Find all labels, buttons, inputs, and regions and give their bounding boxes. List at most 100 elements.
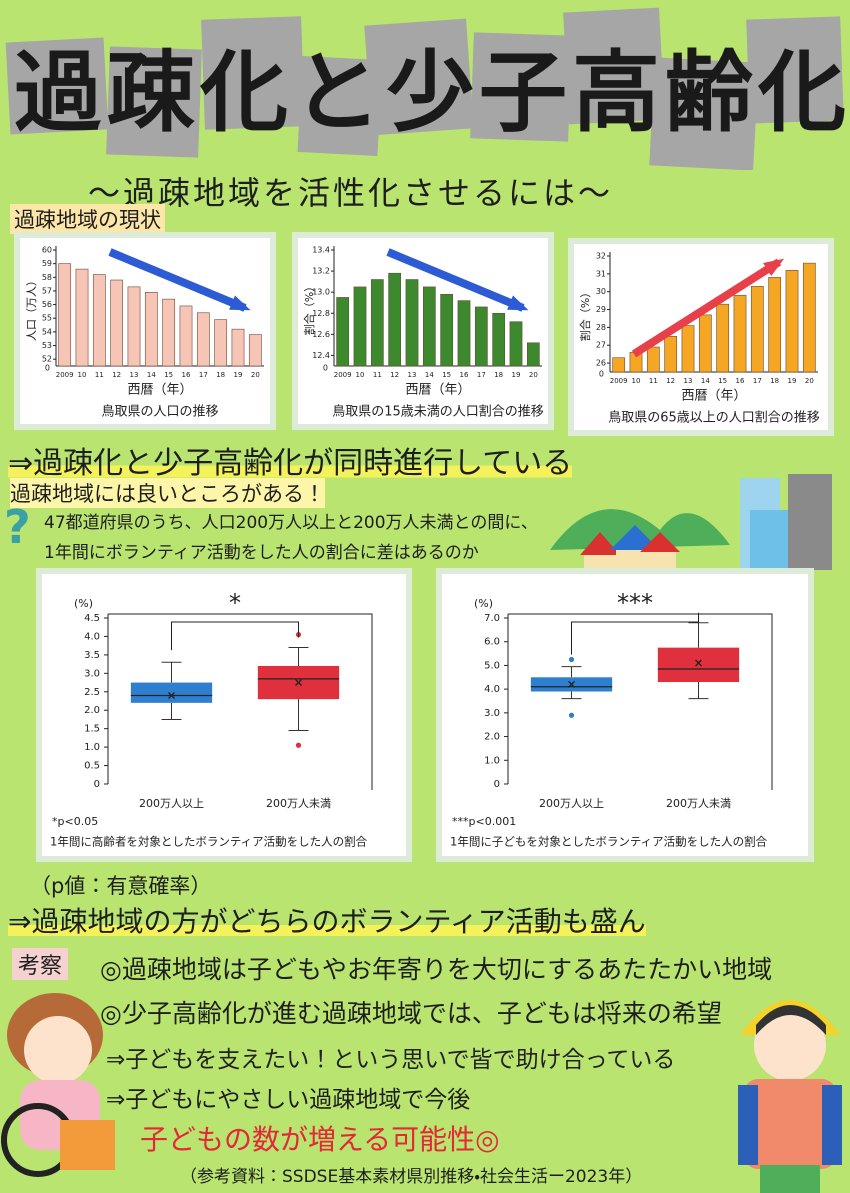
trend-arrowhead: [763, 258, 785, 276]
village-illustration: [550, 474, 832, 572]
x-tick-label: 14: [701, 377, 710, 385]
x-tick-label: 19: [512, 371, 521, 379]
discussion-line: ⇒子どもを支えたい！という思いで皆で助け合っている: [106, 1047, 676, 1073]
x-tick-label: 16: [182, 371, 191, 379]
y-tick-label: 3.0: [484, 708, 500, 719]
y-axis-label: 人口（万人）: [25, 275, 38, 341]
bar: [474, 306, 488, 367]
y-tick-label: 2.0: [484, 732, 500, 743]
bar: [214, 319, 228, 367]
y-tick-label: 5.0: [484, 660, 500, 671]
x-tick-label: 15: [718, 377, 727, 385]
chart-caption: 鳥取県の65歳以上の人口割合の推移: [608, 411, 820, 426]
x-tick-label: 17: [199, 371, 208, 379]
significance-bracket: [571, 612, 699, 655]
x-tick-label: 11: [95, 371, 104, 379]
x-tick-label: 10: [78, 371, 87, 379]
trend-arrow: [108, 248, 247, 312]
x-tick-label: 19: [788, 377, 797, 385]
chart-caption: 1年間に子どもを対象としたボランティア活動をした人の割合: [450, 835, 768, 849]
box-chart: (%) 0 0.5 1.0 1.5 2.0 2.5 3.0 3.5 4.0 4.5 200万人以上 20…: [50, 589, 373, 849]
poster-title: 過疎化と少子高齢化: [14, 41, 850, 144]
x-tick-label: 200万人以上: [539, 797, 604, 810]
y-tick-label: 26: [596, 359, 606, 368]
x-tick-label: 200万人未満: [666, 797, 731, 810]
x-tick-label: 12: [390, 371, 399, 379]
chart-caption: 鳥取県の人口の推移: [101, 405, 218, 420]
bar: [58, 263, 72, 367]
y-tick-label: 0: [94, 779, 100, 790]
y-tick-label: 58: [42, 273, 52, 282]
y-tick-label: 1.0: [484, 755, 500, 766]
bar: [388, 272, 402, 367]
x-tick-label: 2009: [56, 371, 74, 379]
bar: [768, 277, 782, 373]
x-tick-label: 18: [494, 371, 503, 379]
note: （p値：有意確率）: [30, 874, 212, 898]
bar: [664, 336, 678, 373]
discussion-line: ◎少子高齢化が進む過疎地域では、子どもは将来の希望: [100, 999, 722, 1028]
y-tick-label: 29: [596, 305, 606, 314]
y-tick-label: 28: [596, 323, 606, 332]
x-tick-label: 13: [130, 371, 139, 379]
conclusion: ⇒過疎化と少子高齢化が同時進行している: [8, 438, 573, 482]
x-tick-label: 200万人未満: [266, 797, 331, 810]
x-tick-label: 12: [112, 371, 121, 379]
x-tick-label: 13: [408, 371, 417, 379]
y-tick-label: 27: [596, 341, 606, 350]
y-tick-label: 4.5: [84, 613, 100, 624]
y-tick-label: 0.5: [84, 761, 100, 772]
x-tick-label: 11: [373, 371, 382, 379]
y-tick-label: 32: [596, 252, 606, 261]
bar: [92, 274, 106, 367]
y-tick-label: 1.5: [84, 724, 100, 735]
outlier: [295, 742, 302, 748]
bar: [231, 328, 245, 367]
bar: [733, 294, 747, 373]
y-axis-label: 割合（%）: [303, 281, 316, 335]
trend-arrow: [631, 258, 782, 358]
x-axis-label: 西暦（年）: [681, 389, 746, 404]
y-tick-label: 54: [42, 327, 52, 336]
y-tick-label: 6.0: [484, 637, 500, 648]
frame: [508, 613, 773, 790]
x-tick-label: 16: [460, 371, 469, 379]
bar: [353, 286, 367, 367]
x-tick-label: 18: [770, 377, 779, 385]
discussion-line: ◎過疎地域は子どもやお年寄りを大切にするあたたかい地域: [100, 955, 773, 984]
y-tick-label: 13.4: [312, 246, 330, 255]
x-tick-label: 15: [164, 371, 173, 379]
bar: [716, 303, 730, 373]
y-axis-label: 割合（%）: [579, 287, 592, 341]
bar: [127, 286, 141, 367]
chart-caption: 鳥取県の15歳未満の人口割合の推移: [332, 405, 544, 420]
bar: [698, 314, 712, 373]
bar: [110, 279, 124, 367]
significance-mark: ***: [617, 589, 653, 617]
trend-arrowhead: [507, 295, 529, 311]
x-axis-label: 西暦（年）: [127, 383, 192, 398]
x-axis-label: 西暦（年）: [405, 383, 470, 398]
x-tick-label: 11: [649, 377, 658, 385]
x-tick-label: 20: [529, 371, 538, 379]
y-tick-label: 4.0: [84, 631, 100, 642]
y-tick-label: 13.0: [312, 288, 330, 297]
significance-mark: *: [229, 589, 241, 617]
elder-illustration: [1, 993, 115, 1177]
bar: [179, 305, 193, 367]
axis-break-label: 0: [599, 370, 604, 379]
y-tick-label: 0: [494, 779, 500, 790]
bar: [440, 293, 454, 367]
y-tick-label: 3.0: [84, 668, 100, 679]
x-tick-label: 12: [666, 377, 675, 385]
bar: [612, 357, 626, 373]
p-note: ***p<0.001: [452, 815, 516, 828]
y-unit-label: (%): [474, 597, 493, 610]
y-tick-label: 56: [42, 300, 52, 309]
x-tick-label: 200万人以上: [139, 797, 204, 810]
box-chart: (%) 0 1.0 2.0 3.0 4.0 5.0 6.0 7.0 200万人以上 200万人未満 *…: [450, 589, 773, 849]
frame: [108, 613, 373, 790]
outlier: [568, 712, 575, 718]
y-tick-label: 53: [42, 341, 52, 350]
